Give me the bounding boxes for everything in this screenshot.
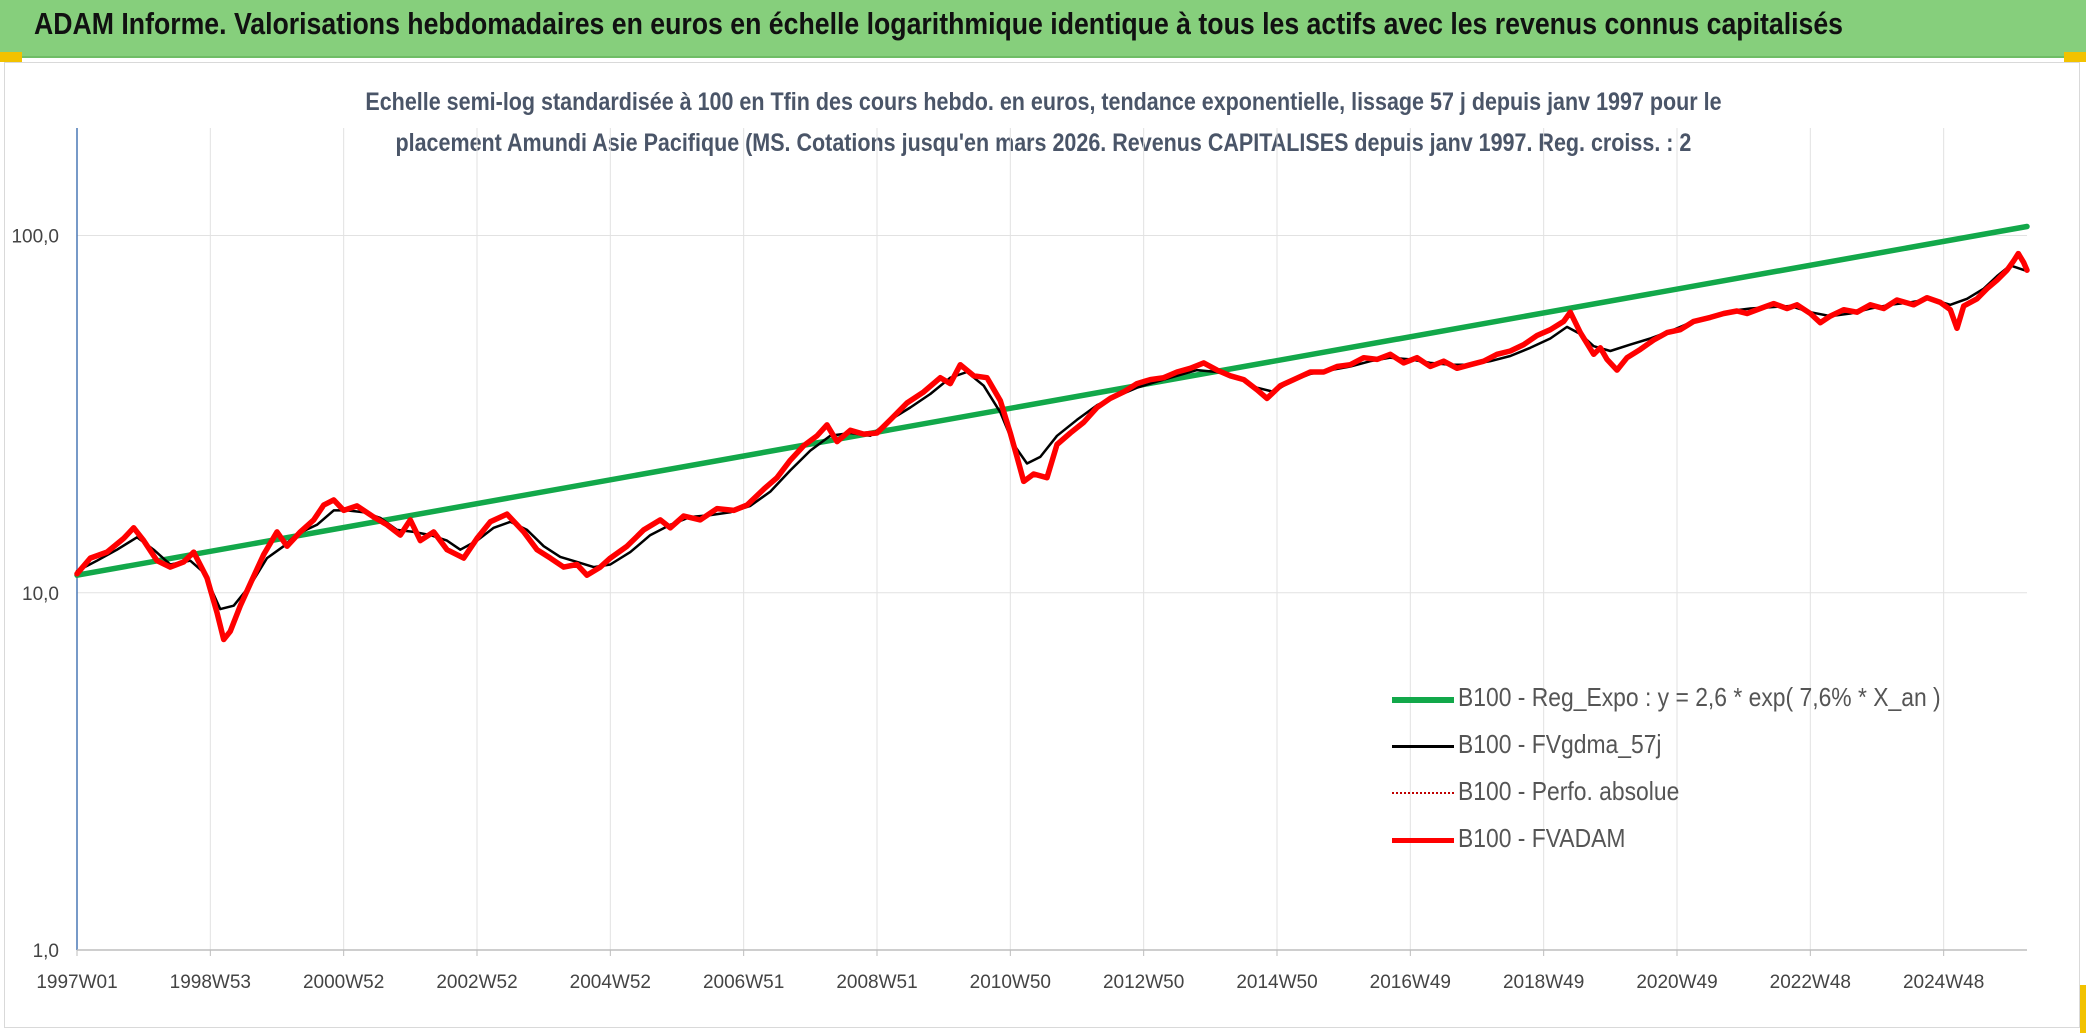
corner-marker-top-left [0, 52, 22, 62]
x-tick-label: 2020W49 [1636, 972, 1717, 993]
series-line-fvadam [74, 250, 2030, 643]
x-tick-label: 2018W49 [1503, 972, 1584, 993]
chart-title-line-2: placement Amundi Asie Pacifique (MS. Cot… [395, 129, 1691, 157]
x-tick-label: 2000W52 [303, 972, 384, 993]
corner-marker-top-right [2064, 52, 2086, 62]
y-tick-label: 1,0 [33, 941, 59, 962]
x-tick-label: 2006W51 [703, 972, 784, 993]
legend-label-reg-expo: B100 - Reg_Expo : y = 2,6 * exp( 7,6% * … [1458, 682, 1941, 712]
legend-label-fvadam: B100 - FVADAM [1458, 823, 1626, 853]
x-tick-label: 2024W48 [1903, 972, 1984, 993]
chart-legend: B100 - Reg_Expo : y = 2,6 * exp( 7,6% * … [1388, 682, 2028, 870]
legend-swatch-perfo-absolue [1392, 792, 1454, 794]
x-tick-label: 1998W53 [170, 972, 251, 993]
x-tick-label: 2022W48 [1770, 972, 1851, 993]
chart-title-line-1: Echelle semi-log standardisée à 100 en T… [364, 88, 1722, 116]
x-tick-label: 1997W01 [36, 972, 117, 993]
x-tick-label: 2012W50 [1103, 972, 1184, 993]
legend-label-fvgdma: B100 - FVgdma_57j [1458, 729, 1662, 759]
legend-item-reg-expo: B100 - Reg_Expo : y = 2,6 * exp( 7,6% * … [1388, 682, 2028, 729]
legend-item-perfo-absolue: B100 - Perfo. absolue [1388, 776, 2028, 823]
legend-item-fvgdma: B100 - FVgdma_57j [1388, 729, 2028, 776]
series-line-fvgdma [75, 264, 2029, 611]
legend-swatch-reg-expo [1392, 697, 1454, 703]
x-tick-label: 2014W50 [1236, 972, 1317, 993]
x-tick-label: 2002W52 [436, 972, 517, 993]
y-tick-label: 100,0 [11, 227, 59, 248]
y-tick-label: 10,0 [22, 584, 59, 605]
x-tick-label: 2010W50 [970, 972, 1051, 993]
legend-swatch-fvadam [1392, 838, 1454, 843]
legend-label-perfo-absolue: B100 - Perfo. absolue [1458, 776, 1680, 806]
legend-item-fvadam: B100 - FVADAM [1388, 823, 2028, 870]
header-banner: ADAM Informe. Valorisations hebdomadaire… [0, 0, 2086, 58]
page-title: ADAM Informe. Valorisations hebdomadaire… [34, 6, 1844, 41]
x-tick-label: 2008W51 [836, 972, 917, 993]
series-line-reg-expo [74, 223, 2030, 578]
legend-swatch-fvgdma [1392, 745, 1454, 748]
x-tick-label: 2016W49 [1370, 972, 1451, 993]
x-tick-label: 2004W52 [570, 972, 651, 993]
corner-marker-bottom-right [2080, 985, 2086, 1033]
chart-frame [4, 62, 2080, 1028]
